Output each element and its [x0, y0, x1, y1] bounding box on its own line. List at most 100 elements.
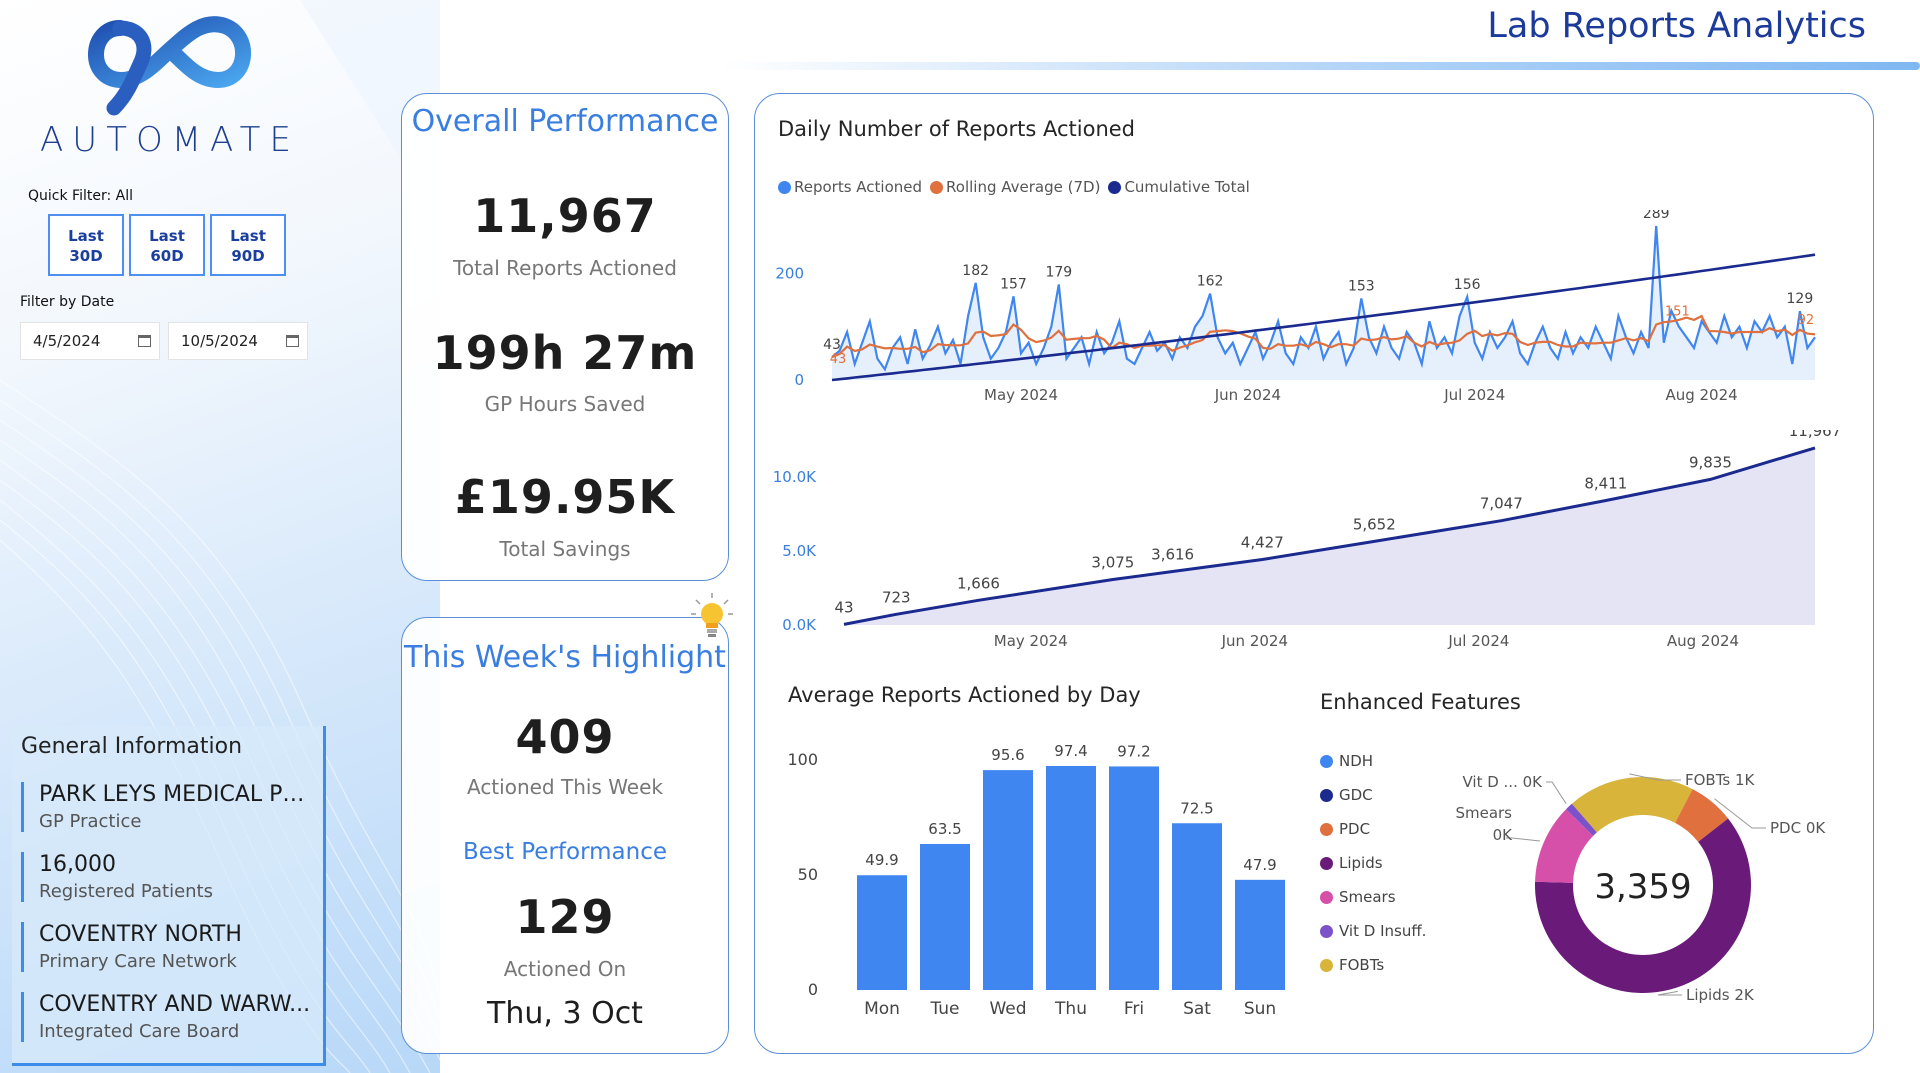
legend-item-gdc[interactable]: GDC	[1320, 778, 1426, 812]
leader-line	[1629, 773, 1681, 781]
cumulative-label: 5,652	[1353, 515, 1396, 533]
data-label: 157	[1000, 276, 1027, 292]
calendar-icon[interactable]	[286, 335, 299, 347]
cumulative-label: 43	[834, 598, 853, 616]
bar-value-label: 95.6	[991, 746, 1024, 764]
best-performance-title: Best Performance	[463, 839, 667, 865]
data-label: 162	[1197, 274, 1224, 290]
legend-dot	[778, 180, 791, 194]
bar-value-label: 49.9	[865, 851, 898, 869]
y-tick-label: 200	[775, 264, 804, 282]
x-tick-label: Wed	[989, 999, 1026, 1019]
calendar-icon[interactable]	[138, 335, 151, 347]
total-reports-label: Total Reports Actioned	[453, 256, 677, 280]
practice-info: PARK LEYS MEDICAL PR... GP Practice	[21, 782, 311, 832]
y-tick-label: 0	[808, 980, 818, 999]
legend-item-fobts[interactable]: FOBTs	[1320, 948, 1426, 982]
legend-dot	[1320, 958, 1333, 972]
practice-type: GP Practice	[39, 811, 142, 832]
icb-label: Integrated Care Board	[39, 1021, 240, 1042]
date-to-value: 10/5/2024	[181, 332, 258, 350]
x-tick-label: Tue	[929, 999, 959, 1019]
hours-saved-label: GP Hours Saved	[484, 392, 646, 416]
x-tick-label: May 2024	[994, 632, 1068, 650]
last-30d-button[interactable]: Last 30D	[48, 214, 124, 276]
legend-dot	[1320, 788, 1333, 802]
legend-reports-actioned[interactable]: Reports Actioned	[778, 178, 922, 196]
avg-by-day-title: Average Reports Actioned by Day	[788, 683, 1141, 707]
overall-performance-title: Overall Performance	[411, 104, 719, 139]
legend-label: PDC	[1339, 820, 1371, 838]
bar-value-label: 97.2	[1117, 742, 1150, 760]
weekly-highlight-title: This Week's Highlight	[404, 640, 726, 675]
legend-item-vit-d-insuff-[interactable]: Vit D Insuff.	[1320, 914, 1426, 948]
date-to-input[interactable]: 10/5/2024	[168, 322, 308, 360]
slice-label: Lipids 2K	[1686, 986, 1755, 1004]
hours-saved-value: 199h 27m	[432, 326, 698, 380]
leader-line	[1714, 798, 1766, 829]
cumulative-label: 7,047	[1480, 495, 1523, 513]
date-from-value: 4/5/2024	[33, 332, 101, 350]
x-tick-label: Fri	[1124, 999, 1144, 1019]
patient-label: Registered Patients	[39, 881, 213, 902]
title-underline	[720, 62, 1920, 70]
legend-item-ndh[interactable]: NDH	[1320, 744, 1426, 778]
y-tick-label: 10.0K	[773, 468, 817, 486]
infinity-logo-icon	[88, 16, 252, 116]
legend-label: Smears	[1339, 888, 1396, 906]
legend-dot	[1320, 822, 1333, 836]
legend-cumulative-total[interactable]: Cumulative Total	[1108, 178, 1250, 196]
quick-filter-label: Quick Filter: All	[28, 188, 133, 204]
legend-dot	[1320, 890, 1333, 904]
x-tick-label: Jun 2024	[1214, 386, 1281, 404]
legend-label: Rolling Average (7D)	[946, 178, 1101, 196]
weekly-highlight-card: This Week's Highlight 409 Actioned This …	[401, 617, 729, 1054]
button-line-2: 90D	[231, 247, 265, 265]
pcn-info: COVENTRY NORTH Primary Care Network	[21, 922, 311, 972]
bar-fri	[1109, 766, 1159, 990]
last-60d-button[interactable]: Last 60D	[129, 214, 205, 276]
overall-performance-card: Overall Performance 11,967 Total Reports…	[401, 93, 729, 581]
bar-value-label: 97.4	[1054, 742, 1087, 760]
legend-item-lipids[interactable]: Lipids	[1320, 846, 1426, 880]
legend-label: NDH	[1339, 752, 1374, 770]
rolling-label: 151	[1665, 304, 1690, 319]
legend-label: Lipids	[1339, 854, 1383, 872]
slice-label: Smears	[1455, 804, 1512, 822]
data-label: 182	[962, 263, 989, 279]
donut-slice-smears	[1535, 809, 1594, 883]
bar-sat	[1172, 823, 1222, 990]
legend-rolling-average[interactable]: Rolling Average (7D)	[930, 178, 1100, 196]
pcn-label: Primary Care Network	[39, 951, 237, 972]
donut-slice-pdc	[1675, 789, 1729, 842]
x-tick-label: Jul 2024	[1443, 386, 1505, 404]
donut-slice-lipids	[1535, 818, 1751, 993]
y-tick-label: 50	[798, 865, 818, 884]
data-label: 43	[823, 337, 841, 353]
x-tick-label: Sun	[1244, 999, 1276, 1019]
reports-actioned-line	[831, 225, 1816, 372]
legend-item-smears[interactable]: Smears	[1320, 880, 1426, 914]
leader-line	[1546, 781, 1567, 804]
date-from-input[interactable]: 4/5/2024	[20, 322, 160, 360]
slice-label: Vit D ... 0K	[1462, 773, 1543, 791]
y-tick-label: 5.0K	[782, 542, 817, 560]
patients-info: 16,000 Registered Patients	[21, 852, 311, 902]
button-line-1: Last	[68, 227, 104, 245]
patient-count: 16,000	[39, 852, 116, 877]
x-tick-label: Jun 2024	[1221, 632, 1288, 650]
x-tick-label: Aug 2024	[1665, 386, 1737, 404]
donut-center-label: 3,359	[1594, 867, 1691, 907]
bar-thu	[1046, 765, 1096, 990]
last-90d-button[interactable]: Last 90D	[210, 214, 286, 276]
legend-item-pdc[interactable]: PDC	[1320, 812, 1426, 846]
cumulative-label: 9,835	[1689, 453, 1732, 471]
logo-text: AUTOMATE	[40, 120, 300, 160]
pcn-name: COVENTRY NORTH	[39, 922, 242, 947]
data-label: 156	[1454, 277, 1481, 293]
y-tick-label: 100	[787, 750, 818, 769]
best-date-value: Thu, 3 Oct	[487, 996, 643, 1031]
week-count-value: 409	[515, 710, 615, 764]
practice-name: PARK LEYS MEDICAL PR...	[39, 782, 311, 807]
data-label: 153	[1348, 278, 1375, 294]
